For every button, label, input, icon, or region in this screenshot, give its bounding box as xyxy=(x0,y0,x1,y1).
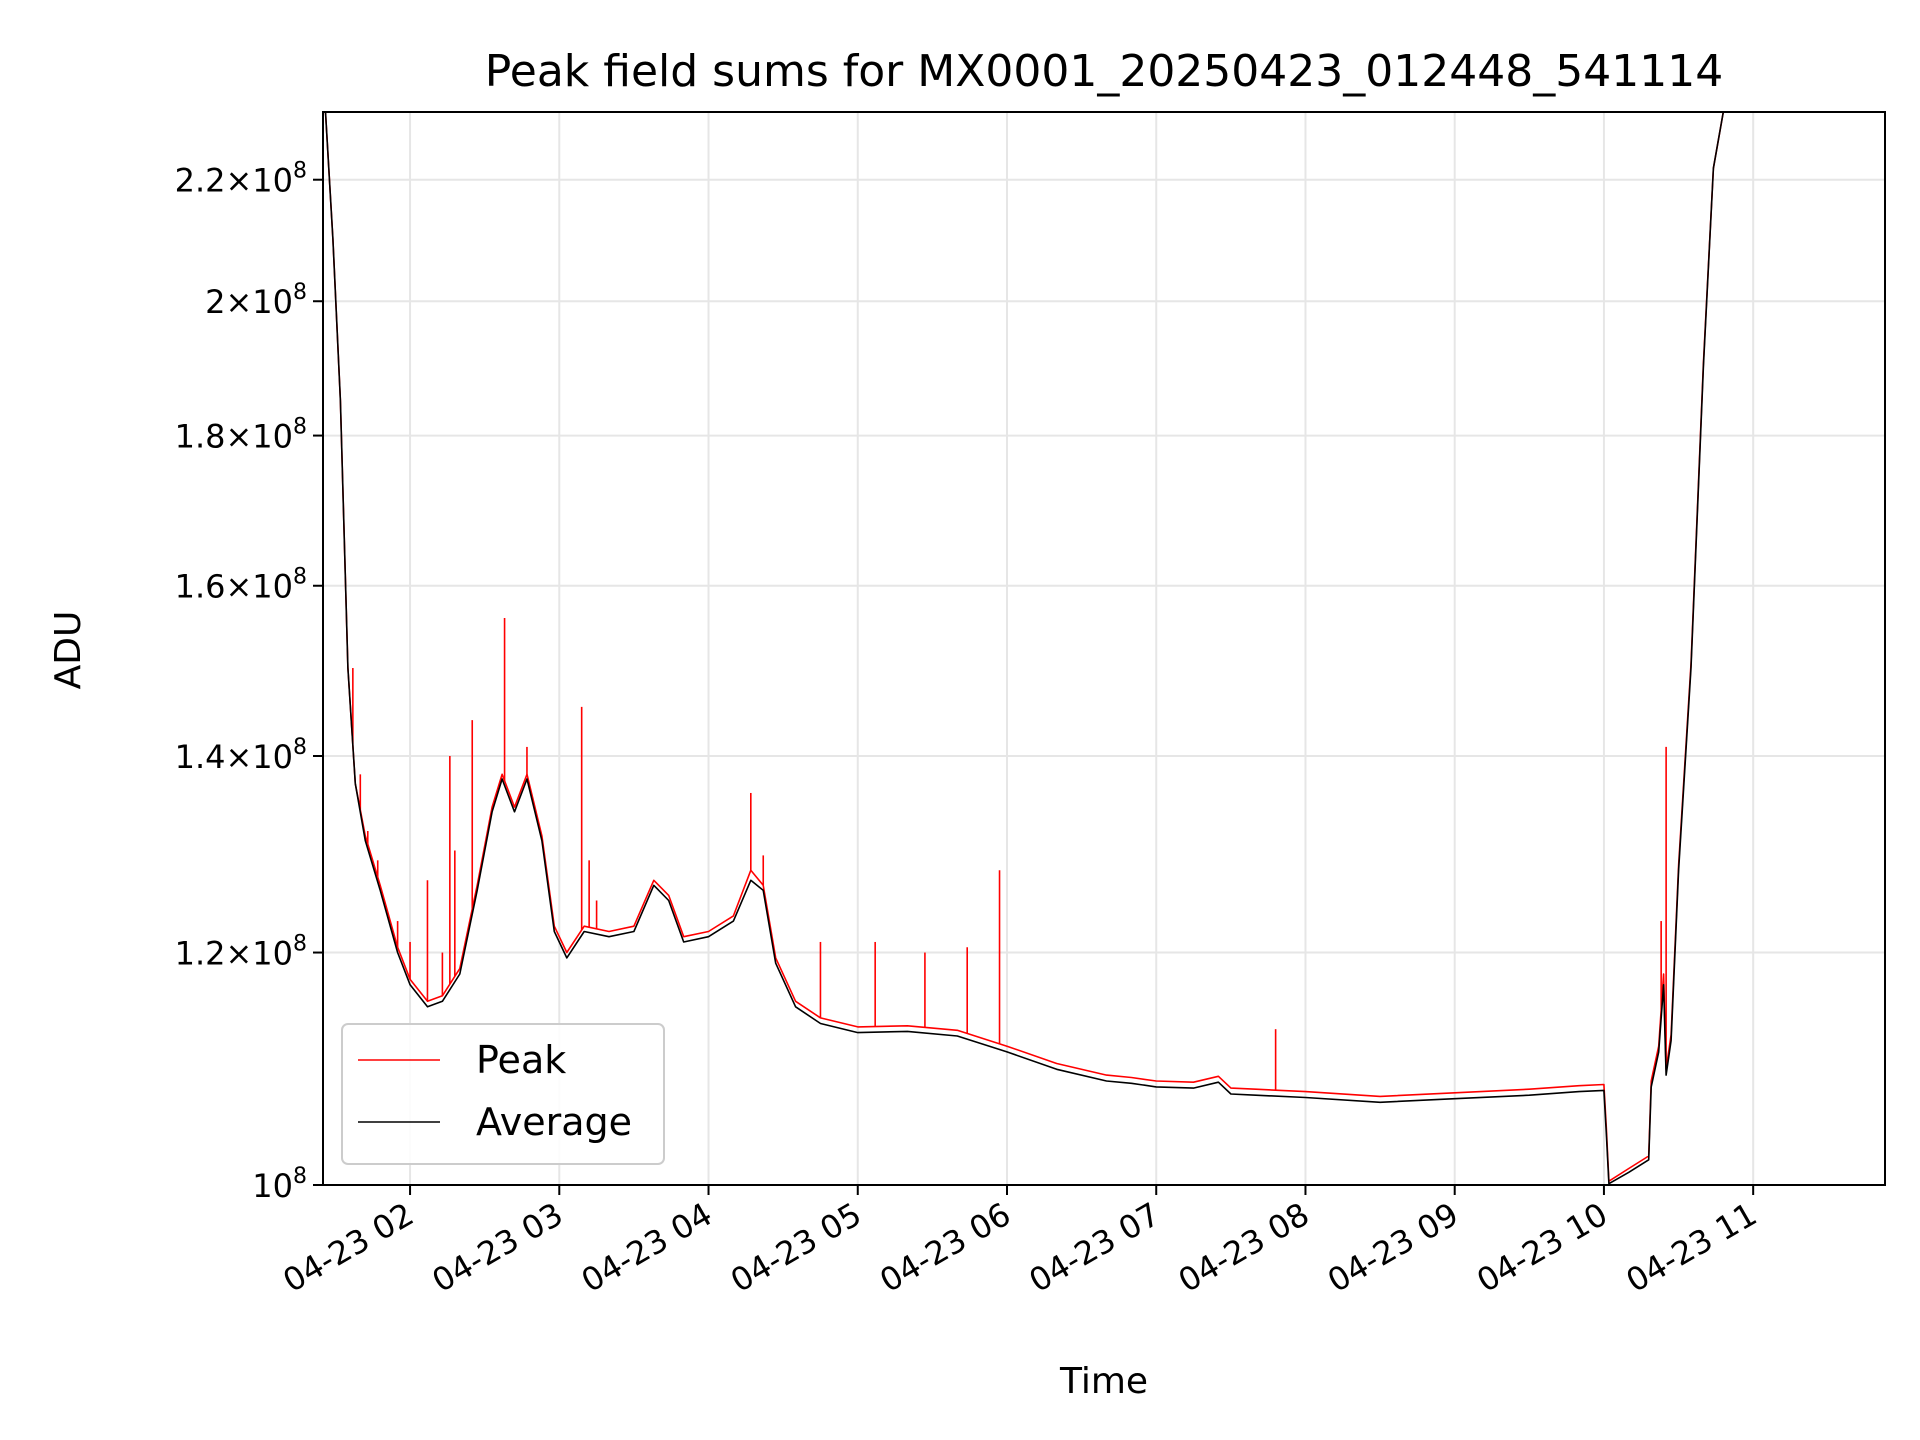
y-tick-label: 108 xyxy=(252,1164,307,1205)
legend-box xyxy=(341,1023,665,1165)
series-average-line xyxy=(324,112,1725,1185)
plot-frame xyxy=(322,111,1886,1186)
y-tick-label: 1.2×108 xyxy=(175,932,307,973)
legend: Peak Average xyxy=(341,1023,665,1165)
grid xyxy=(323,112,1885,1185)
legend-label-average: Average xyxy=(476,1100,632,1144)
y-axis: 108 1.2×108 1.4×108 1.6×108 1.8×108 2×108 2.2×… xyxy=(175,159,323,1205)
y-tick-label: 1.8×108 xyxy=(175,415,307,456)
y-tick-label: 2×108 xyxy=(205,280,307,321)
series-layer xyxy=(324,112,1725,1185)
chart-title: Peak field sums for MX0001_20250423_0124… xyxy=(485,46,1723,97)
y-axis-title: ADU xyxy=(48,611,89,690)
y-tick-label: 2.2×108 xyxy=(175,159,307,200)
plot-area xyxy=(324,112,1725,1185)
y-tick-label: 1.4×108 xyxy=(175,735,307,776)
legend-label-peak: Peak xyxy=(476,1038,566,1082)
y-tick-label: 1.6×108 xyxy=(175,565,307,606)
x-axis-title: Time xyxy=(1059,1361,1148,1402)
